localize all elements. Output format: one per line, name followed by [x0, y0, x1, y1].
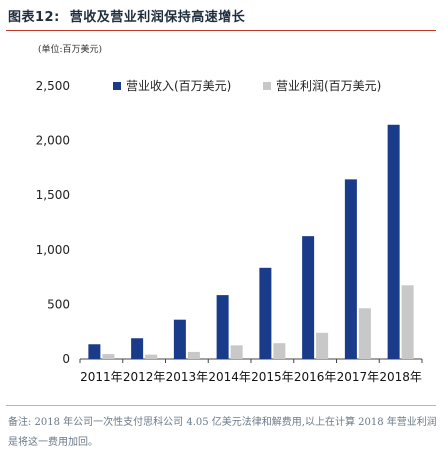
- unit-label: (单位:百万美元): [38, 45, 103, 55]
- bar: [102, 354, 115, 359]
- y-tick-label: 0: [62, 352, 70, 366]
- x-tick-label: 2018年: [379, 370, 422, 384]
- bar: [173, 319, 186, 359]
- y-tick-label: 2,000: [36, 134, 70, 148]
- bar: [88, 344, 101, 359]
- bar: [230, 345, 243, 359]
- y-tick-label: 2,500: [36, 79, 70, 93]
- bar: [401, 285, 414, 359]
- x-tick-label: 2013年: [166, 370, 209, 384]
- bar: [344, 179, 357, 359]
- bar: [259, 267, 272, 359]
- bar: [216, 295, 229, 359]
- bar: [302, 236, 315, 359]
- legend-swatch: [113, 82, 121, 90]
- bar: [145, 354, 158, 359]
- x-tick-label: 2017年: [337, 370, 380, 384]
- y-tick-label: 1,000: [36, 243, 70, 257]
- legend-label: 营业收入(百万美元): [126, 79, 231, 93]
- x-tick-label: 2012年: [123, 370, 166, 384]
- bar: [316, 332, 329, 359]
- figure-label: 图表12:: [8, 10, 60, 25]
- y-tick-label: 500: [47, 297, 70, 311]
- x-tick-label: 2015年: [251, 370, 294, 384]
- note-divider: [6, 405, 436, 406]
- bar: [187, 351, 200, 359]
- title-divider: [6, 30, 436, 31]
- bar: [358, 308, 371, 359]
- bar: [131, 338, 144, 359]
- figure-title-text: 营收及营业利润保持高速增长: [69, 10, 246, 25]
- legend-label: 营业利润(百万美元): [276, 79, 381, 93]
- x-tick-label: 2011年: [80, 370, 123, 384]
- footnote: 备注: 2018 年公司一次性支付思科公司 4.05 亿美元法律和解费用,以上在…: [8, 417, 437, 448]
- bar: [273, 343, 286, 359]
- x-tick-label: 2014年: [208, 370, 251, 384]
- legend-swatch: [263, 82, 271, 90]
- x-tick-label: 2016年: [294, 370, 337, 384]
- figure-title: 图表12: 营收及营业利润保持高速增长: [8, 6, 245, 25]
- y-tick-label: 1,500: [36, 188, 70, 202]
- bar: [387, 124, 400, 360]
